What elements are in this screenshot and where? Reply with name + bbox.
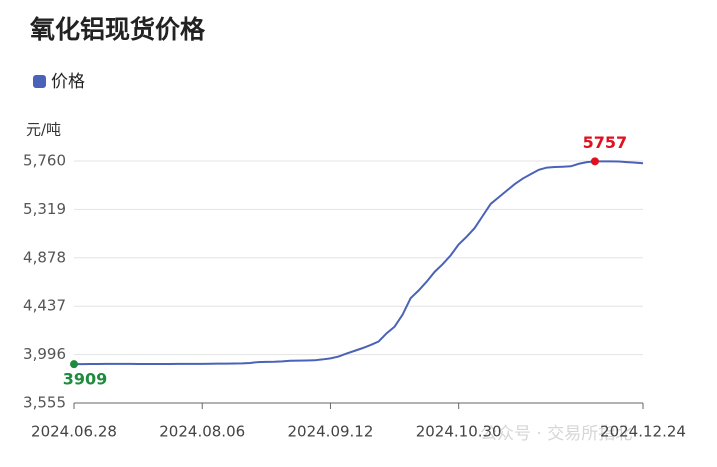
max-label: 5757 bbox=[583, 133, 628, 152]
y-tick-label: 4,437 bbox=[23, 297, 66, 315]
watermark: 公众号 · 交易所指北 bbox=[480, 424, 632, 444]
y-tick-label: 3,996 bbox=[23, 345, 66, 363]
line bbox=[74, 160, 644, 366]
legend-swatch bbox=[33, 75, 46, 88]
legend-label: 价格 bbox=[51, 72, 85, 92]
x-tick-label: 2024.06.28 bbox=[31, 423, 117, 441]
y-tick-label: 3,555 bbox=[23, 394, 66, 412]
y-tick-label: 5,760 bbox=[23, 152, 66, 170]
y-tick-label: 5,319 bbox=[23, 200, 66, 218]
x-tick-label: 2024.10.30 bbox=[416, 423, 502, 441]
y-axis-label: 元/吨 bbox=[26, 121, 61, 139]
min-label: 3909 bbox=[63, 370, 108, 389]
max-point bbox=[590, 157, 599, 166]
y-tick-label: 4,878 bbox=[23, 248, 66, 266]
x-tick-label: 2024.09.12 bbox=[288, 423, 374, 441]
x-tick-label: 2024.12.24 bbox=[600, 423, 686, 441]
chart-title: 氧化铝现货价格 bbox=[29, 15, 206, 44]
min-point bbox=[70, 360, 78, 369]
x-tick-label: 2024.08.06 bbox=[159, 423, 245, 441]
